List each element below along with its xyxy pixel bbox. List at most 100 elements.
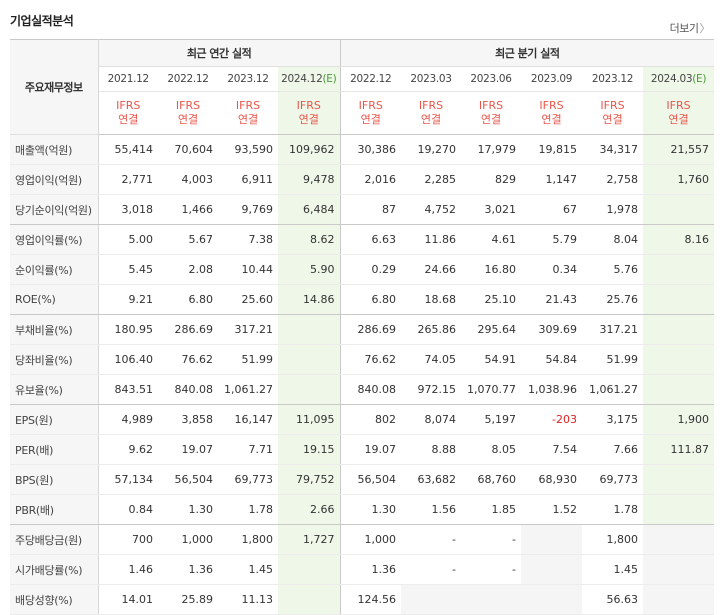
- table-cell: 106.40: [98, 344, 158, 375]
- table-cell: -: [461, 524, 522, 555]
- table-cell: 111.87: [643, 434, 715, 465]
- table-cell: 3,021: [461, 194, 522, 225]
- table-cell: 0.34: [521, 254, 583, 285]
- table-cell: 4,003: [158, 164, 218, 195]
- table-cell: 87: [339, 194, 402, 225]
- table-cell: 1,978: [582, 194, 644, 225]
- table-cell: 1,147: [521, 164, 583, 195]
- table-cell: 6,911: [218, 164, 278, 195]
- table-cell: 2.66: [278, 494, 341, 525]
- table-cell: 1,727: [278, 524, 341, 555]
- table-cell: 25.60: [218, 284, 278, 315]
- ifrs-label: IFRS: [175, 99, 201, 112]
- table-row: PBR(배) 0.84 1.30 1.78 2.66 1.30 1.56 1.85 1.52 1.…: [10, 494, 715, 525]
- table-row: 매출액(억원) 55,414 70,604 93,590 109,962 30,386 19…: [10, 134, 715, 165]
- table-cell: 25.76: [582, 284, 644, 315]
- consolidated-label: 연결: [177, 113, 199, 126]
- table-cell: [521, 554, 583, 585]
- table-cell: 1.36: [158, 554, 218, 585]
- table-cell: 14.86: [278, 284, 341, 315]
- row-label: 매출액(억원): [10, 134, 99, 165]
- table-cell: 4,989: [98, 404, 158, 435]
- table-cell: [278, 314, 341, 345]
- more-link[interactable]: 더보기〉: [670, 20, 711, 36]
- table-cell: 51.99: [218, 344, 278, 375]
- table-row: BPS(원) 57,134 56,504 69,773 79,752 56,504 63,6…: [10, 464, 715, 495]
- table-row: 영업이익률(%) 5.00 5.67 7.38 8.62 6.63 11.86 4.61 5.7…: [10, 224, 715, 255]
- table-row: ROE(%) 9.21 6.80 25.60 14.86 6.80 18.68 25.10 21…: [10, 284, 715, 315]
- table-cell: 76.62: [339, 344, 402, 375]
- period-header: 2021.12: [98, 66, 158, 92]
- table-cell: 1,800: [582, 524, 644, 555]
- table-cell: [461, 584, 522, 615]
- table-cell: [643, 554, 715, 585]
- table-cell: 18.68: [401, 284, 462, 315]
- accounting-standard-header: IFRS 연결: [643, 91, 715, 135]
- ifrs-label: IFRS: [478, 99, 504, 112]
- table-cell: 8.04: [582, 224, 644, 255]
- period-label: 2023.03: [410, 73, 452, 85]
- table-cell: 67: [521, 194, 583, 225]
- ifrs-label: IFRS: [539, 99, 564, 112]
- table-cell: 3,018: [98, 194, 158, 225]
- financial-table: 주요재무정보 최근 연간 실적 최근 분기 실적 2021.12 2022.12 2…: [10, 39, 715, 615]
- table-cell: 25.10: [461, 284, 522, 315]
- table-cell: -: [401, 524, 462, 555]
- table-cell: 74.05: [401, 344, 462, 375]
- period-label: 2023.12: [227, 73, 269, 85]
- accounting-standard-header: IFRS 연결: [582, 91, 644, 135]
- period-label: 2021.12: [107, 73, 150, 85]
- table-cell: 57,134: [98, 464, 158, 495]
- table-row: 당기순이익(억원) 3,018 1,466 9,769 6,484 87 4,752 3,02…: [10, 194, 715, 225]
- table-cell: 700: [98, 524, 158, 555]
- table-cell: 1,466: [158, 194, 218, 225]
- group-header-row: 주요재무정보 최근 연간 실적 최근 분기 실적: [10, 39, 715, 135]
- period-label: 2024.03: [650, 73, 693, 85]
- table-cell: 11.86: [401, 224, 462, 255]
- table-cell: 34,317: [582, 134, 644, 165]
- table-cell: 9.62: [98, 434, 158, 465]
- table-cell: 3,858: [158, 404, 218, 435]
- row-label: 배당성향(%): [10, 584, 99, 615]
- table-row: EPS(원) 4,989 3,858 16,147 11,095 802 8,074 5,19…: [10, 404, 715, 435]
- table-cell: [521, 584, 583, 615]
- table-cell: 6.80: [158, 284, 218, 315]
- row-label: 당좌비율(%): [10, 344, 99, 375]
- table-cell: 8,074: [401, 404, 462, 435]
- row-label: 주당배당금(원): [10, 524, 99, 555]
- table-cell: 265.86: [401, 314, 462, 345]
- consolidated-label: 연결: [420, 113, 442, 126]
- table-cell: 51.99: [582, 344, 644, 375]
- table-cell: -: [401, 554, 462, 585]
- table-cell: 5.67: [158, 224, 218, 255]
- table-cell: 56,504: [339, 464, 402, 495]
- table-cell: 70,604: [158, 134, 218, 165]
- table-cell: [401, 584, 462, 615]
- table-cell: 1.45: [582, 554, 644, 585]
- table-cell: 4.61: [461, 224, 522, 255]
- consolidated-label: 연결: [298, 113, 319, 126]
- row-label: PER(배): [10, 434, 99, 465]
- consolidated-label: 연결: [237, 113, 259, 126]
- period-header: 2023.12: [582, 66, 644, 92]
- table-cell: 1,038.96: [521, 374, 583, 405]
- table-cell: 6.63: [339, 224, 402, 255]
- period-header: 2023.03: [401, 66, 462, 92]
- table-cell: 24.66: [401, 254, 462, 285]
- accounting-standard-header: IFRS 연결: [401, 91, 462, 135]
- table-cell: 972.15: [401, 374, 462, 405]
- table-cell: 843.51: [98, 374, 158, 405]
- table-cell: -: [461, 554, 522, 585]
- table-cell: 1.36: [339, 554, 402, 585]
- table-cell: 19,270: [401, 134, 462, 165]
- table-cell: 5.45: [98, 254, 158, 285]
- table-cell: 1,800: [218, 524, 278, 555]
- table-cell: 6,484: [278, 194, 341, 225]
- table-cell: 0.29: [339, 254, 402, 285]
- consolidated-label: 연결: [668, 113, 689, 126]
- table-cell: 829: [461, 164, 522, 195]
- table-cell: 76.62: [158, 344, 218, 375]
- table-cell: 1.78: [582, 494, 644, 525]
- row-label: ROE(%): [10, 284, 99, 315]
- table-cell: 1.85: [461, 494, 522, 525]
